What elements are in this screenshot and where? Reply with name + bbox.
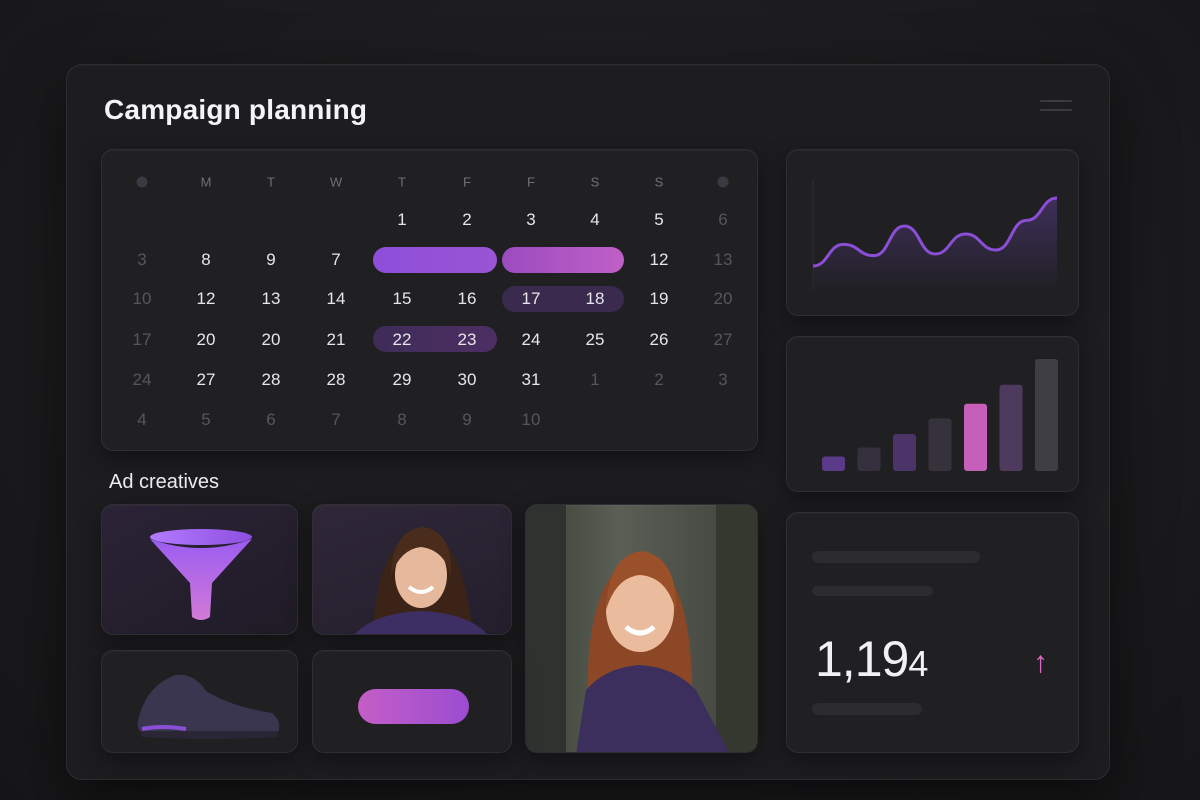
calendar-day[interactable]: 10 xyxy=(132,289,152,308)
calendar-day[interactable]: 17 xyxy=(132,330,152,349)
calendar-day[interactable]: 1 xyxy=(397,210,407,229)
calendar-day[interactable]: 3 xyxy=(137,250,147,269)
weekday-header: S xyxy=(590,174,600,190)
weekday-header: W xyxy=(329,174,343,190)
funnel-icon xyxy=(150,529,252,620)
calendar-day[interactable]: 10 xyxy=(521,410,541,429)
weekday-header: T xyxy=(267,174,275,190)
calendar-day[interactable]: 8 xyxy=(397,410,407,429)
bar xyxy=(999,384,1023,471)
calendar-day[interactable]: 6 xyxy=(718,210,728,229)
calendar-day[interactable]: 20 xyxy=(196,330,216,349)
bar xyxy=(857,447,881,471)
section-title-ad-creatives: Ad creatives xyxy=(109,471,220,493)
calendar-day[interactable]: 13 xyxy=(261,289,281,308)
calendar-day[interactable]: 16 xyxy=(457,289,477,308)
woman-hero-image xyxy=(526,505,757,752)
skeleton-line xyxy=(812,551,980,563)
calendar-day[interactable]: 2 xyxy=(462,210,472,229)
bar-chart-card xyxy=(786,336,1079,492)
calendar-day[interactable]: 24 xyxy=(132,370,152,389)
line-chart-area xyxy=(813,198,1057,290)
weekday-header: F xyxy=(463,174,471,190)
calendar-day[interactable]: 12 xyxy=(649,250,669,269)
calendar-day[interactable]: 6 xyxy=(266,410,276,429)
calendar-day[interactable]: 13 xyxy=(713,250,733,269)
stat-value-main: 1,19 xyxy=(815,631,909,687)
calendar-day[interactable]: 3 xyxy=(526,210,536,229)
calendar-day[interactable]: 7 xyxy=(331,410,341,429)
skeleton-line xyxy=(812,703,922,715)
trend-up-icon: ↑ xyxy=(1033,646,1048,679)
woman-portrait-image xyxy=(354,527,488,634)
calendar-day[interactable]: 4 xyxy=(137,410,147,429)
calendar-day[interactable]: 23 xyxy=(457,330,477,349)
bar xyxy=(893,434,916,471)
calendar-day[interactable]: 4 xyxy=(590,210,600,229)
calendar-day[interactable]: 12 xyxy=(196,289,216,308)
campaign-range-bar[interactable] xyxy=(373,247,497,273)
creative-portrait-woman[interactable] xyxy=(312,504,512,635)
calendar-nav-dot[interactable] xyxy=(136,176,148,188)
calendar-day[interactable]: 22 xyxy=(392,330,412,349)
weekday-header: F xyxy=(527,174,535,190)
calendar-day[interactable]: 15 xyxy=(392,289,412,308)
calendar-day[interactable]: 5 xyxy=(201,410,211,429)
calendar-day[interactable]: 30 xyxy=(457,370,477,389)
calendar-card: M T W T F F S S 1 2 3 4 5 6 3 8 9 7 12 13 10 12 13 14 15 16 17 18 19… xyxy=(101,149,758,451)
campaign-range-bar[interactable] xyxy=(502,286,624,312)
calendar-day[interactable]: 26 xyxy=(649,330,669,349)
calendar-day[interactable]: 19 xyxy=(649,289,669,308)
line-chart-card xyxy=(786,149,1079,316)
calendar-day[interactable]: 8 xyxy=(201,250,211,269)
calendar-day[interactable]: 17 xyxy=(521,289,541,308)
bar xyxy=(964,403,987,471)
stat-value: 1,194 xyxy=(815,630,928,688)
weekday-header: S xyxy=(654,174,664,190)
bar-chart xyxy=(822,359,1058,471)
weekday-header: T xyxy=(398,174,406,190)
stat-value-suffix: 4 xyxy=(908,643,928,684)
creative-funnel[interactable] xyxy=(101,504,298,635)
calendar-day[interactable]: 21 xyxy=(326,330,346,349)
calendar-day[interactable]: 9 xyxy=(266,250,276,269)
campaign-range-bar[interactable] xyxy=(373,326,497,352)
stat-card: ↑ xyxy=(786,512,1079,753)
creative-sneaker[interactable] xyxy=(101,650,298,753)
bar xyxy=(1035,359,1058,471)
calendar-day[interactable]: 28 xyxy=(326,370,346,389)
calendar-day[interactable]: 31 xyxy=(521,370,541,389)
line-series xyxy=(812,196,1058,268)
calendar-day[interactable]: 18 xyxy=(585,289,605,308)
calendar-day[interactable]: 25 xyxy=(585,330,605,349)
calendar-day[interactable]: 27 xyxy=(713,330,733,349)
calendar-day[interactable]: 24 xyxy=(521,330,541,349)
creative-pill-cta[interactable] xyxy=(312,650,512,753)
calendar-day[interactable]: 7 xyxy=(331,250,341,269)
calendar-day[interactable]: 1 xyxy=(590,370,600,389)
calendar-day[interactable]: 2 xyxy=(654,370,664,389)
creative-hero-photo[interactable] xyxy=(525,504,758,753)
calendar-day[interactable]: 29 xyxy=(392,370,412,389)
calendar-day[interactable]: 27 xyxy=(196,370,216,389)
bar xyxy=(822,456,845,471)
calendar-day[interactable]: 14 xyxy=(326,289,346,308)
bar xyxy=(928,418,952,471)
calendar-day[interactable]: 9 xyxy=(462,410,472,429)
calendar-day[interactable]: 20 xyxy=(261,330,281,349)
calendar-nav-dot[interactable] xyxy=(717,176,729,188)
skeleton-line xyxy=(812,586,933,596)
line-chart xyxy=(812,180,1058,290)
calendar-day[interactable]: 3 xyxy=(718,370,728,389)
hamburger-menu-icon[interactable] xyxy=(1040,100,1072,114)
sneaker-image xyxy=(137,674,280,739)
calendar-day[interactable]: 28 xyxy=(261,370,281,389)
campaign-range-bar[interactable] xyxy=(502,247,624,273)
pill-shape xyxy=(358,689,469,724)
weekday-header: M xyxy=(200,174,212,190)
calendar-day[interactable]: 5 xyxy=(654,210,664,229)
calendar-day[interactable]: 20 xyxy=(713,289,733,308)
page-title: Campaign planning xyxy=(104,94,368,125)
